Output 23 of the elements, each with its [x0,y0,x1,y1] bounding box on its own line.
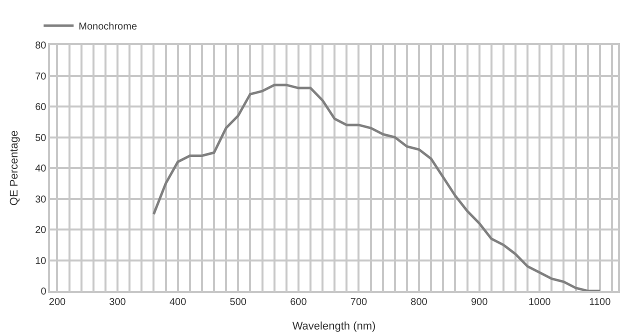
x-tick-label: 200 [48,296,66,308]
legend-label: Monochrome [78,21,138,32]
y-tick-label: 50 [35,132,47,144]
line-series [152,84,602,291]
y-tick-label: 30 [35,194,47,206]
x-tick-label: 700 [350,296,368,308]
x-tick-label: 800 [410,296,428,308]
y-tick-label: 0 [40,286,47,298]
x-axis-title: Wavelength (nm) [292,320,376,332]
x-tick-label: 1000 [528,296,552,308]
x-tick-label: 900 [470,296,488,308]
y-axis-title: QE Percentage [8,130,20,206]
y-tick-label: 40 [35,164,47,174]
x-tick-label: 400 [169,296,187,308]
y-tick-label: 70 [35,71,47,82]
x-tick-label: 500 [230,296,247,308]
y-tick-label: 10 [35,256,47,267]
x-tick-label: 600 [290,296,308,308]
y-tick-label: 20 [35,225,47,236]
y-tick-label: 80 [35,40,47,52]
y-tick-label: 60 [35,102,47,113]
x-tick-label: 300 [109,296,126,308]
x-tick-label: 1100 [589,296,612,308]
